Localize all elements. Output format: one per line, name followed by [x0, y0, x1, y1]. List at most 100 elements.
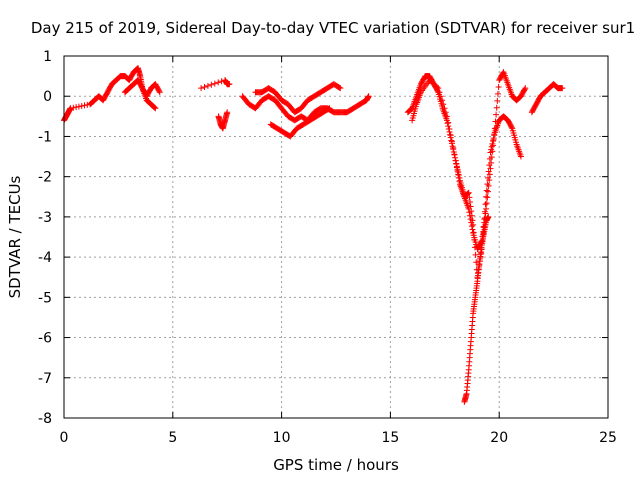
data-point: [446, 125, 453, 132]
data-point: [467, 203, 474, 210]
data-point: [469, 226, 476, 233]
data-point: [508, 124, 515, 131]
data-point: [448, 138, 455, 145]
data-point: [435, 85, 442, 92]
data-point: [436, 89, 443, 96]
x-tick-label: 20: [490, 430, 508, 446]
series-group: [215, 109, 231, 132]
data-point: [470, 229, 477, 236]
data-point: [434, 84, 441, 91]
y-tick-label: -4: [38, 250, 52, 266]
data-point: [468, 223, 475, 230]
data-point: [465, 189, 472, 196]
data-point: [151, 104, 158, 111]
series-group: [461, 213, 492, 405]
data-point: [152, 105, 159, 112]
data-point: [67, 105, 74, 112]
data-point: [468, 208, 475, 215]
x-tick-label: 0: [60, 430, 69, 446]
data-point: [471, 244, 478, 251]
data-point: [439, 97, 446, 104]
data-point: [464, 190, 471, 197]
y-tick-label: -2: [38, 170, 52, 186]
series-group: [528, 81, 566, 116]
data-point: [443, 113, 450, 120]
data-point: [365, 93, 372, 100]
data-point: [73, 104, 80, 111]
y-tick-label: -1: [38, 129, 52, 145]
x-tick-label: 15: [381, 430, 399, 446]
series-group: [61, 65, 163, 124]
data-point: [495, 84, 502, 91]
data-point: [226, 81, 233, 88]
series-group: [121, 77, 159, 112]
data-point: [455, 174, 462, 181]
series-group: [404, 69, 529, 253]
series-group: [409, 77, 524, 281]
data-point: [455, 171, 462, 178]
data-point: [452, 154, 459, 161]
x-axis-label: GPS time / hours: [273, 456, 399, 474]
y-tick-label: -7: [38, 371, 52, 387]
data-point: [559, 85, 566, 92]
data-point: [325, 105, 332, 112]
data-point: [452, 157, 459, 164]
grid: [64, 56, 608, 418]
data-point: [489, 138, 496, 145]
data-point: [473, 259, 480, 266]
axis-ticks: 0 5 10 15 20 25 -8 -7 -6 -5 -4 -3 -2 -1 0 1: [38, 49, 617, 446]
data-point: [448, 137, 455, 144]
data-point: [485, 174, 492, 181]
series-group: [198, 77, 233, 92]
x-tick-label: 25: [599, 430, 617, 446]
y-tick-label: -8: [38, 411, 52, 427]
data-point: [337, 85, 344, 92]
data-point: [70, 104, 77, 111]
chart-title: Day 215 of 2019, Sidereal Day-to-day VTE…: [31, 19, 635, 37]
data-point: [494, 90, 501, 97]
data-point: [485, 168, 492, 175]
data-point: [447, 131, 454, 138]
data-point: [201, 84, 208, 91]
data-point: [483, 187, 490, 194]
data-point: [447, 132, 454, 139]
data-point: [215, 79, 222, 86]
data-point: [483, 200, 490, 207]
data-point: [453, 161, 460, 168]
data-points: [61, 65, 566, 405]
data-point: [441, 105, 448, 112]
data-point: [437, 93, 444, 100]
data-point: [488, 146, 495, 153]
data-point: [75, 103, 82, 110]
data-point: [486, 162, 493, 169]
data-point: [138, 84, 145, 91]
data-point: [471, 236, 478, 243]
data-point: [483, 193, 490, 200]
y-tick-label: -5: [38, 290, 52, 306]
series-group: [252, 81, 344, 116]
data-point: [326, 105, 333, 112]
data-point: [466, 198, 473, 205]
data-point: [521, 86, 528, 93]
data-point: [466, 194, 473, 201]
data-point: [198, 85, 205, 92]
data-point: [487, 149, 494, 156]
x-tick-label: 10: [273, 430, 291, 446]
data-point: [517, 153, 524, 160]
data-point: [469, 217, 476, 224]
data-point: [208, 81, 215, 88]
data-point: [481, 208, 488, 215]
data-point: [494, 97, 501, 104]
data-point: [156, 89, 163, 96]
data-point: [445, 119, 452, 126]
data-point: [224, 109, 231, 116]
data-point: [491, 132, 498, 139]
data-point: [486, 171, 493, 178]
data-point: [472, 251, 479, 258]
data-point: [488, 143, 495, 150]
data-point: [442, 109, 449, 116]
data-point: [454, 167, 461, 174]
plot-frame: [63, 55, 609, 419]
data-point: [489, 140, 496, 147]
